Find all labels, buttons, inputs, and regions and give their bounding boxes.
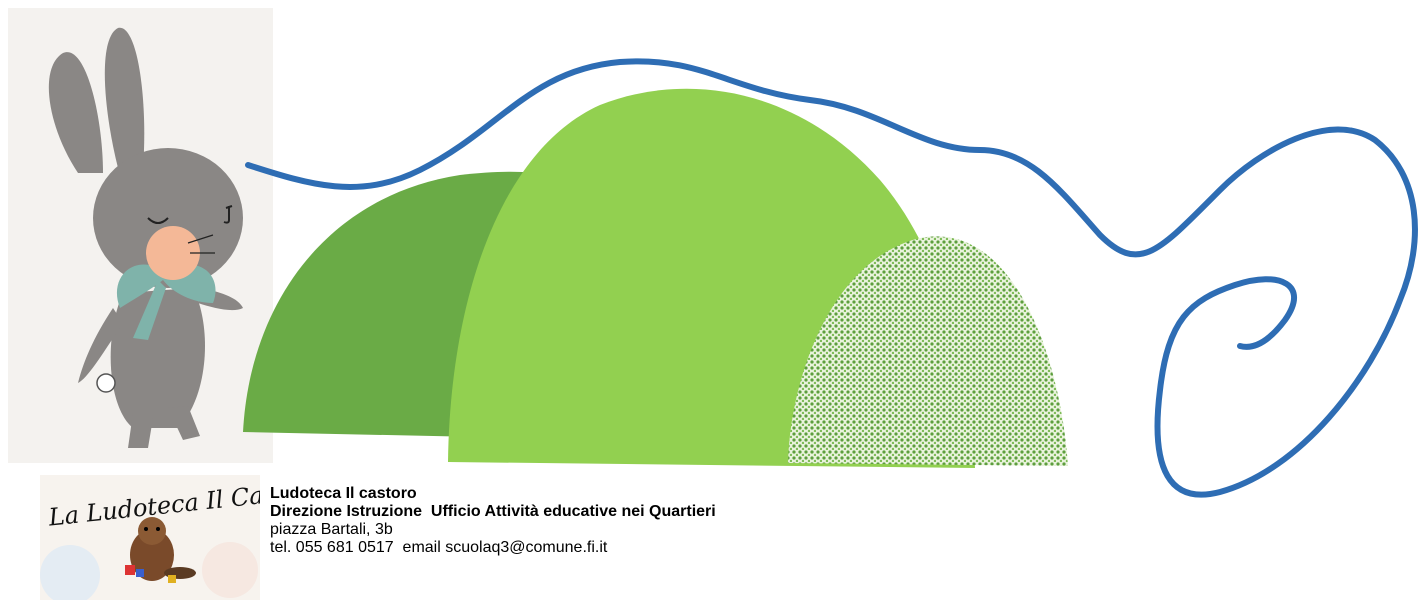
bunny-drawing (48, 27, 243, 448)
organization-name: Ludoteca Il castoro (270, 485, 417, 502)
address-line: piazza Bartali, 3b (270, 521, 393, 538)
logo-graphic: La Ludoteca Il Castoro (40, 475, 327, 605)
path-line (245, 58, 1418, 498)
bunny-eye (147, 217, 169, 224)
contact-info: Ludoteca Il castoro Direzione Istruzione… (270, 485, 716, 557)
bunny-arm-left (78, 308, 123, 383)
bunny-cheek-mark (223, 205, 233, 224)
bunny-illustration (8, 8, 273, 463)
department-line: Direzione Istruzione Ufficio Attività ed… (270, 503, 716, 520)
bunny-bow (116, 264, 216, 308)
bunny-bow-tail (133, 280, 166, 340)
bunny-muzzle (146, 226, 200, 280)
contact-line: tel. 055 681 0517 email scuolaq3@comune.… (270, 539, 608, 556)
bunny-leg-left (128, 413, 153, 448)
ludoteca-logo: La Ludoteca Il Castoro (40, 475, 327, 605)
bunny-tail (96, 373, 116, 393)
bunny-whiskers (187, 234, 215, 254)
hill-dotted (788, 236, 1068, 466)
bunny-ear-left (48, 52, 103, 173)
bunny-body (110, 288, 205, 428)
bunny-leg-right (168, 406, 200, 440)
bunny-ear-right (104, 27, 145, 169)
